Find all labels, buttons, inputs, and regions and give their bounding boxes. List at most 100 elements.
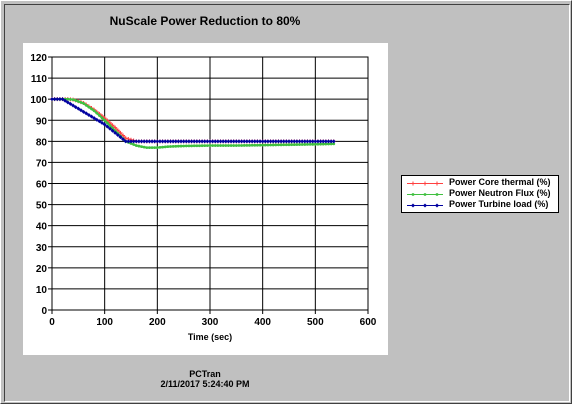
series-turbine-load xyxy=(50,97,336,144)
data-point xyxy=(219,144,222,147)
data-point xyxy=(327,142,330,146)
data-point xyxy=(155,146,159,150)
y-tick-label: 70 xyxy=(36,158,48,169)
data-point xyxy=(189,139,194,144)
footer-app-name: PCTran xyxy=(189,369,221,379)
data-point xyxy=(121,133,126,138)
data-point xyxy=(258,143,262,147)
data-point xyxy=(105,121,109,125)
data-point xyxy=(231,139,236,144)
data-point xyxy=(131,139,136,144)
tick-labels: 0 100 200 300 400 500 600 0 10 20 30 40 50 60 70 80 90 10… xyxy=(30,53,376,328)
x-tick-label: 400 xyxy=(254,317,271,328)
data-point xyxy=(92,116,97,121)
data-point xyxy=(161,145,165,149)
data-point xyxy=(260,139,265,144)
data-point xyxy=(266,143,270,147)
data-point xyxy=(153,146,157,150)
data-point xyxy=(237,144,241,147)
data-point xyxy=(71,103,76,108)
data-point xyxy=(115,133,120,138)
data-point xyxy=(95,111,99,115)
data-point xyxy=(253,143,257,147)
data-point xyxy=(121,137,126,142)
data-point xyxy=(81,109,86,114)
data-point xyxy=(84,103,88,107)
data-point xyxy=(150,146,154,150)
data-point xyxy=(139,139,144,144)
data-point xyxy=(300,143,304,146)
y-tick-label: 90 xyxy=(36,116,48,127)
x-tick-label: 600 xyxy=(360,317,377,328)
data-point xyxy=(195,144,199,148)
data-point xyxy=(244,139,249,144)
data-point xyxy=(287,143,291,147)
data-point xyxy=(248,143,251,147)
data-point xyxy=(89,114,94,119)
data-point xyxy=(247,139,252,144)
data-point xyxy=(227,144,230,147)
data-point xyxy=(118,135,123,140)
data-point xyxy=(147,139,152,144)
data-point xyxy=(213,144,217,147)
data-point xyxy=(240,144,244,147)
data-point xyxy=(158,145,162,149)
data-point xyxy=(308,139,313,144)
data-point xyxy=(274,143,278,147)
legend-marker xyxy=(435,193,439,196)
data-point xyxy=(202,139,207,144)
legend-marker xyxy=(423,203,427,208)
data-point xyxy=(306,143,309,146)
data-point xyxy=(69,97,72,101)
data-point xyxy=(281,139,286,144)
data-point xyxy=(68,101,73,106)
y-tick-label: 10 xyxy=(36,285,48,296)
data-point xyxy=(82,101,85,105)
data-point xyxy=(297,139,302,144)
data-point xyxy=(73,105,78,110)
data-point xyxy=(318,139,323,144)
data-point xyxy=(97,119,102,124)
data-point xyxy=(311,142,315,146)
data-point xyxy=(232,144,236,147)
data-point xyxy=(171,144,175,148)
chart-frame xyxy=(4,4,570,402)
data-point xyxy=(192,144,196,148)
data-point xyxy=(263,139,268,144)
data-point xyxy=(192,139,197,144)
data-point xyxy=(321,142,325,146)
series-lines xyxy=(50,97,336,150)
y-tick-label: 80 xyxy=(36,137,48,148)
data-point xyxy=(76,106,81,111)
data-point xyxy=(63,98,68,103)
data-point xyxy=(74,99,78,102)
data-point xyxy=(250,143,254,147)
data-point xyxy=(310,139,315,144)
data-point xyxy=(113,130,118,135)
data-point xyxy=(187,144,191,148)
data-point xyxy=(129,139,133,144)
data-point xyxy=(271,139,276,144)
data-point xyxy=(268,139,273,144)
data-point xyxy=(211,144,215,147)
data-point xyxy=(242,144,246,147)
data-point xyxy=(194,139,199,144)
data-point xyxy=(208,144,212,147)
x-tick-label: 500 xyxy=(307,317,324,328)
data-point xyxy=(279,143,283,147)
x-axis-title: Time (sec) xyxy=(188,332,232,342)
x-tick-label: 300 xyxy=(202,317,219,328)
data-point xyxy=(94,117,99,122)
data-point xyxy=(65,100,70,105)
data-point xyxy=(290,143,294,147)
data-point xyxy=(305,139,310,144)
data-point xyxy=(111,126,114,130)
data-point xyxy=(329,139,334,144)
data-point xyxy=(107,126,112,131)
x-tick-label: 200 xyxy=(149,317,166,328)
data-point xyxy=(148,146,151,150)
data-point xyxy=(319,142,322,146)
data-point xyxy=(271,143,275,147)
data-point xyxy=(52,97,57,102)
data-point xyxy=(142,139,147,144)
